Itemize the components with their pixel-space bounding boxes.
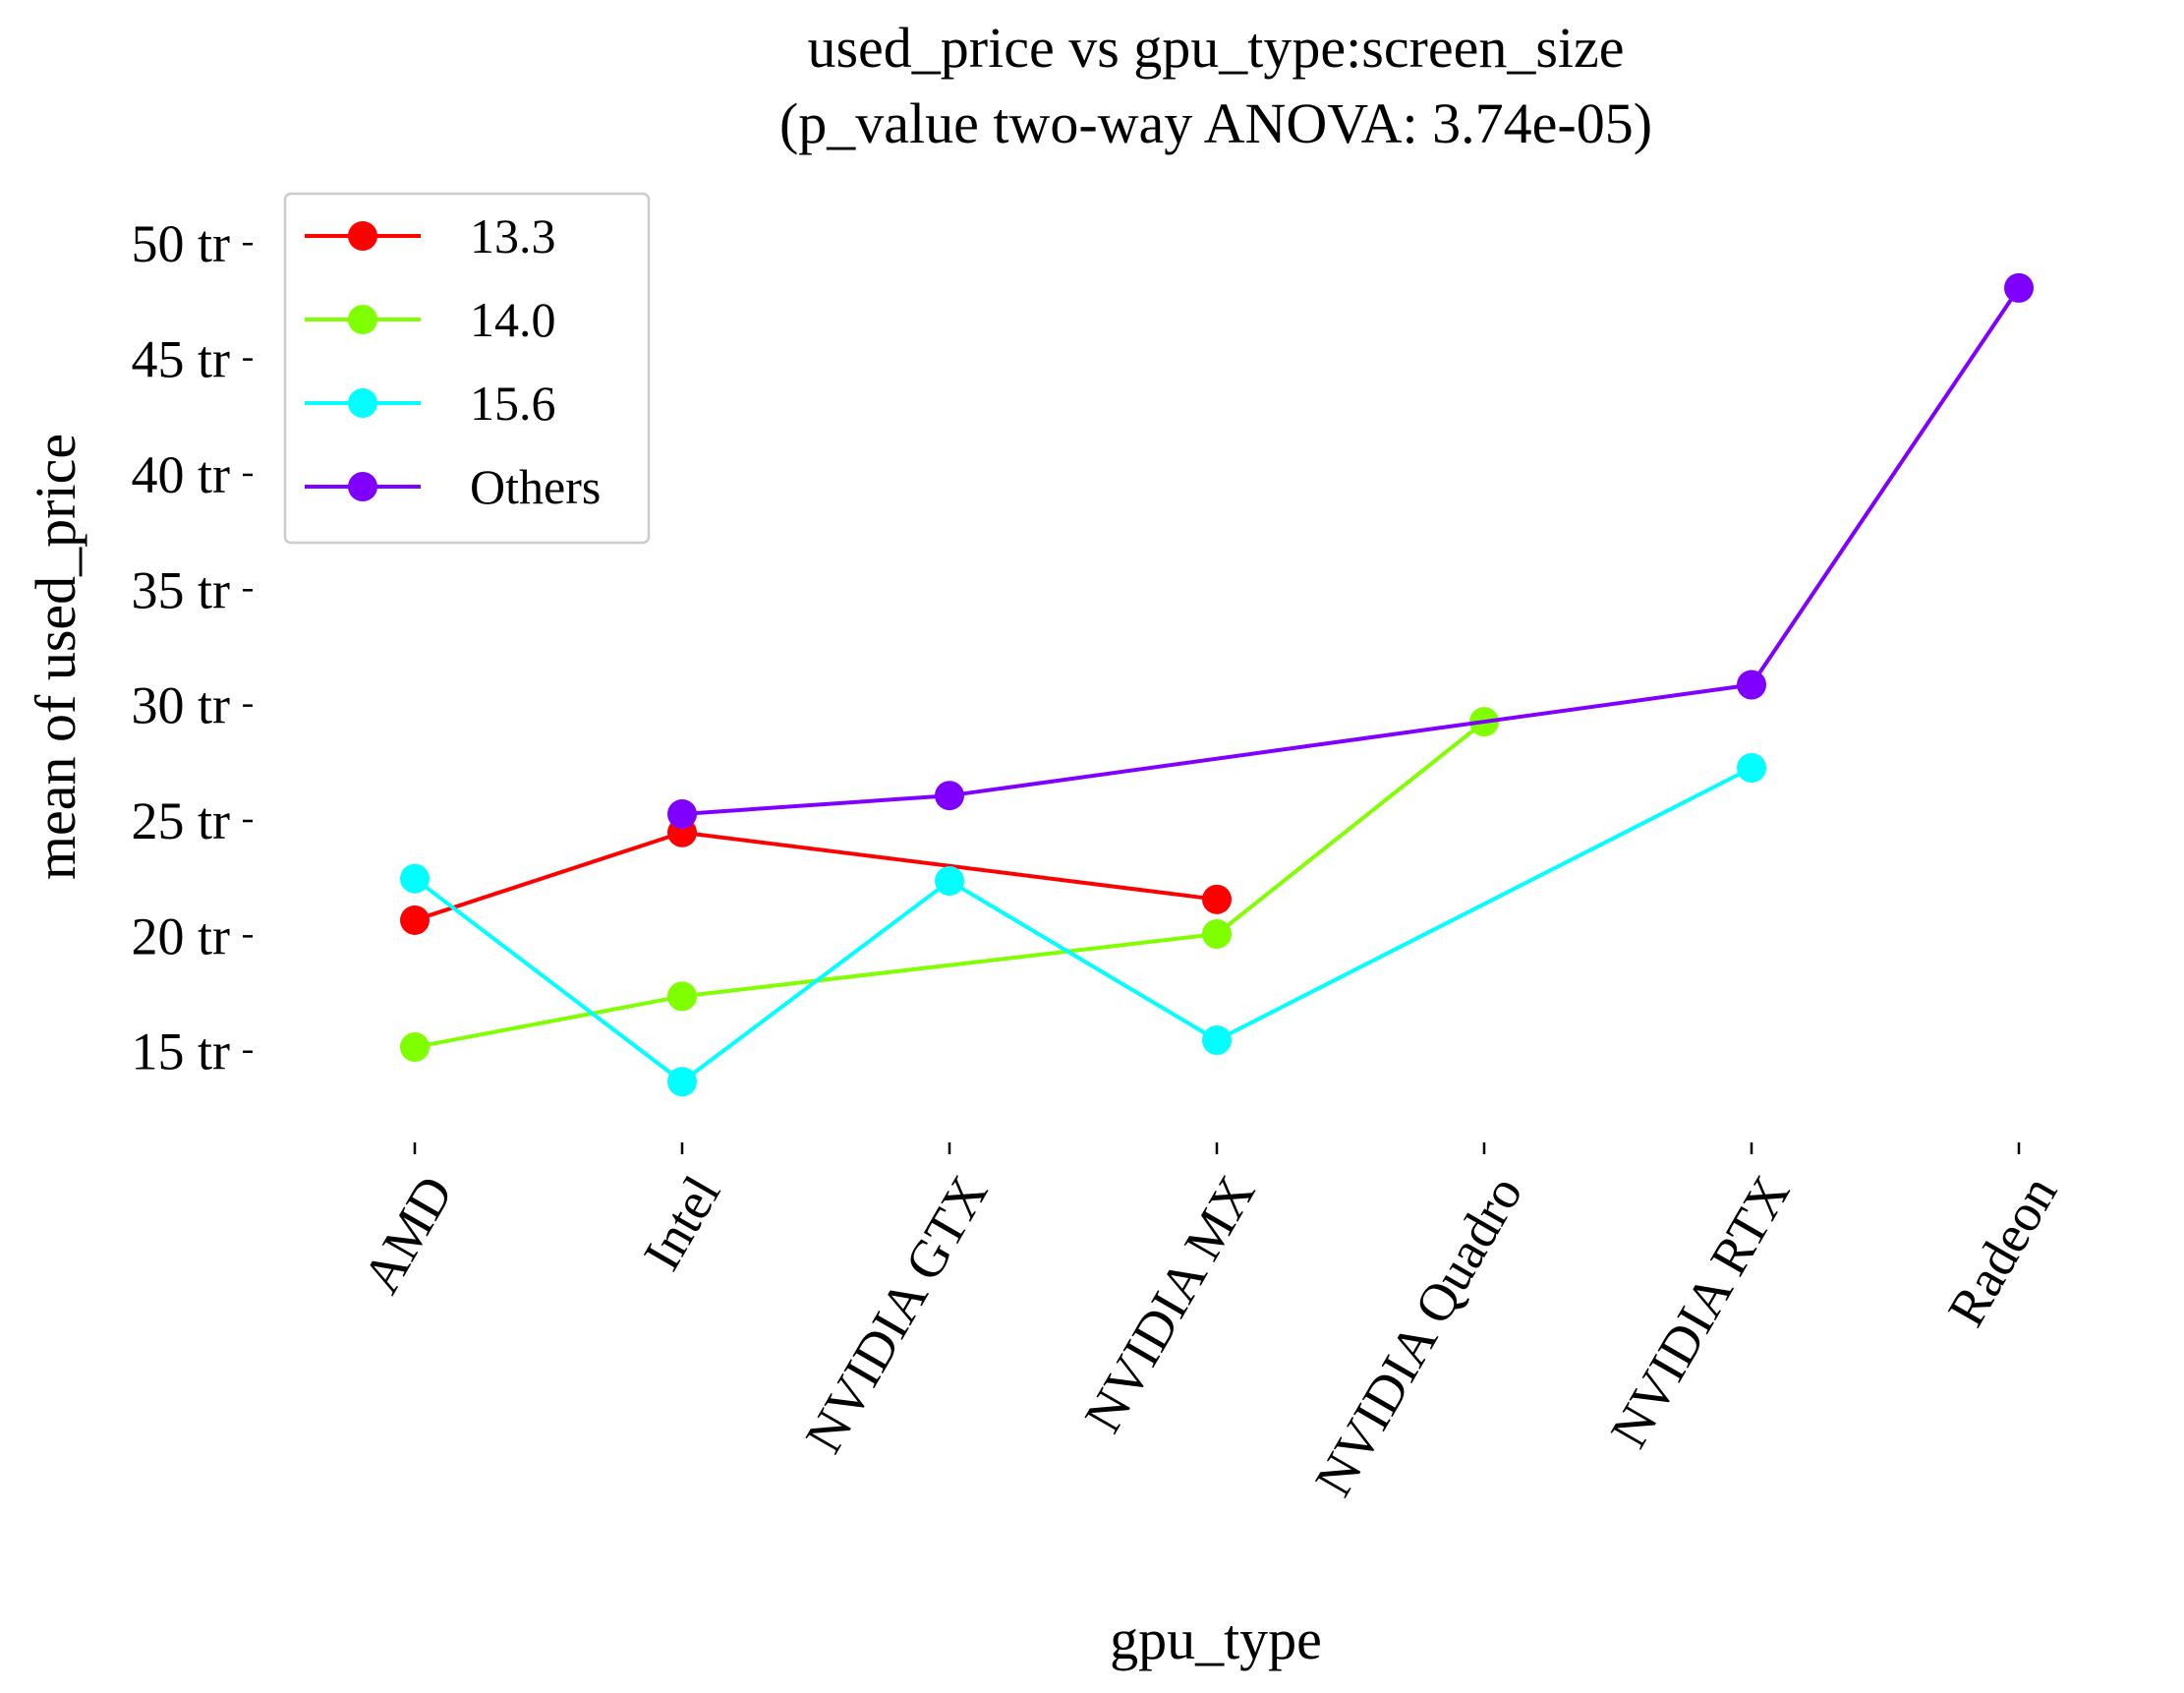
legend-swatch-marker [348, 305, 377, 334]
y-tick-label: 20 tr [132, 906, 231, 965]
data-point [935, 866, 964, 897]
series-14-0 [400, 707, 1499, 1063]
legend-swatch-marker [348, 221, 377, 251]
data-point [400, 863, 430, 894]
data-point [667, 1067, 697, 1097]
data-point [1737, 670, 1766, 700]
y-axis-title: mean of used_price [24, 434, 87, 880]
legend: 13.3 14.0 15.6 Others [283, 192, 651, 545]
data-point [400, 905, 430, 935]
legend-swatch-marker [348, 388, 377, 418]
series-line [681, 286, 2021, 816]
y-tick-label: 25 tr [132, 791, 231, 850]
x-tick-label: NVIDIA GTX [794, 1166, 1000, 1462]
y-tick-label: 15 tr [132, 1022, 231, 1081]
series-13-3 [400, 817, 1232, 935]
legend-label: 14.0 [470, 292, 556, 347]
data-point [400, 1032, 430, 1063]
legend-swatch-marker [348, 472, 377, 501]
legend-label: Others [470, 459, 601, 514]
series-layer [400, 272, 2034, 1097]
data-point [667, 798, 697, 829]
y-tick-label: 45 tr [132, 330, 231, 389]
series-line [414, 720, 1486, 1049]
data-point [667, 981, 697, 1012]
series-15-6 [400, 753, 1766, 1097]
x-tick-label: NVIDIA RTX [1599, 1166, 1802, 1457]
legend-label: 13.3 [470, 208, 556, 263]
x-tick-label: Radeon [1936, 1166, 2068, 1336]
x-tick-label: NVIDIA Quadro [1303, 1166, 1533, 1506]
x-tick-label: AMD [351, 1166, 464, 1303]
data-point [1202, 884, 1232, 914]
data-point [935, 781, 964, 811]
chart-title: used_price vs gpu_type:screen_size [807, 16, 1624, 80]
y-tick-label: 40 tr [132, 445, 231, 504]
x-axis: AMD Intel NVIDIA GTX NVIDIA MX NVIDIA Quadro… [351, 1142, 2068, 1506]
legend-label: 15.6 [470, 376, 556, 431]
series-others [667, 272, 2034, 829]
x-tick-label: Intel [632, 1166, 731, 1280]
x-tick-label: NVIDIA MX [1073, 1166, 1267, 1442]
series-line [413, 766, 1753, 1084]
series-line [414, 830, 1218, 922]
y-tick-label: 30 tr [132, 676, 231, 735]
y-tick-label: 50 tr [132, 214, 231, 273]
data-point [1737, 753, 1766, 784]
y-tick-label: 35 tr [132, 560, 231, 619]
data-point [1202, 1024, 1232, 1055]
data-point [2004, 272, 2034, 303]
x-axis-title: gpu_type [1110, 1607, 1322, 1671]
data-point [1202, 919, 1232, 950]
y-axis: 15 tr 20 tr 25 tr 30 tr 35 tr 40 tr 45 tr 50 tr [132, 214, 253, 1081]
legend-frame [283, 192, 651, 545]
chart-subtitle: (p_value two-way ANOVA: 3.74e-05) [779, 91, 1652, 155]
